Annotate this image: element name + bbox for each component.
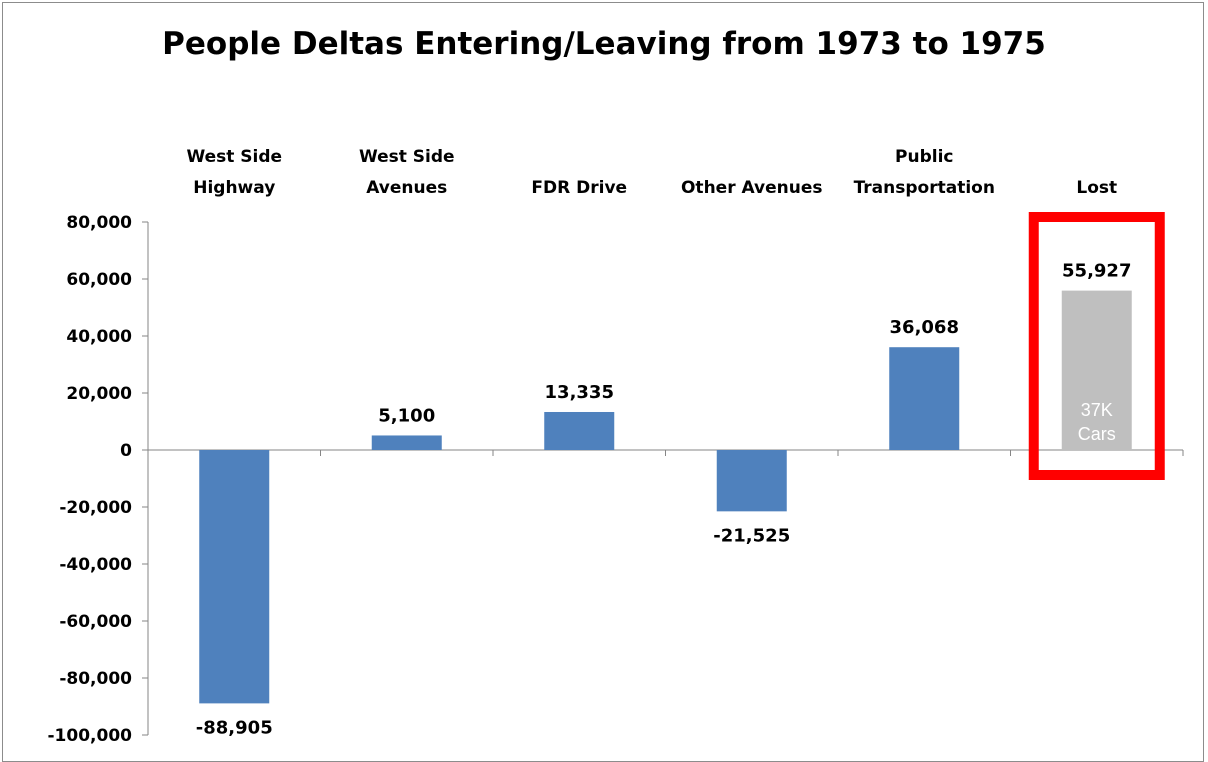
data-label: 13,335	[545, 382, 614, 403]
y-tick-label: -20,000	[59, 498, 132, 518]
bar	[371, 435, 442, 450]
data-label: -88,905	[196, 717, 273, 738]
bar	[716, 450, 787, 512]
category-label: Public	[895, 147, 953, 167]
chart-title: People Deltas Entering/Leaving from 1973…	[162, 26, 1046, 62]
y-tick-label: -100,000	[48, 726, 133, 746]
y-tick-label: 60,000	[66, 270, 132, 290]
bar-annotation: 37K	[1081, 400, 1113, 420]
y-tick-label: 0	[120, 441, 132, 461]
y-tick-label: -80,000	[59, 669, 132, 689]
category-label: Other Avenues	[681, 178, 823, 198]
y-tick-label: 20,000	[66, 384, 132, 404]
data-label: -21,525	[713, 525, 790, 546]
bar	[1061, 290, 1132, 450]
category-label: West Side	[359, 147, 455, 167]
category-label: Lost	[1076, 178, 1117, 198]
y-tick-label: 80,000	[66, 213, 132, 233]
data-label: 5,100	[378, 405, 435, 426]
y-tick-label: -60,000	[59, 612, 132, 632]
bar	[544, 411, 615, 450]
category-label: Avenues	[366, 178, 447, 198]
y-tick-label: 40,000	[66, 327, 132, 347]
category-label: Highway	[193, 178, 275, 198]
bar-annotation: Cars	[1078, 424, 1116, 444]
bar	[889, 347, 960, 450]
category-label: West Side	[186, 147, 282, 167]
data-label: 36,068	[890, 317, 959, 338]
y-tick-label: -40,000	[59, 555, 132, 575]
highlight-box	[1028, 212, 1165, 480]
category-label: FDR Drive	[531, 178, 627, 198]
data-label: 55,927	[1062, 261, 1131, 282]
bar	[199, 450, 270, 704]
category-label: Transportation	[854, 178, 995, 198]
